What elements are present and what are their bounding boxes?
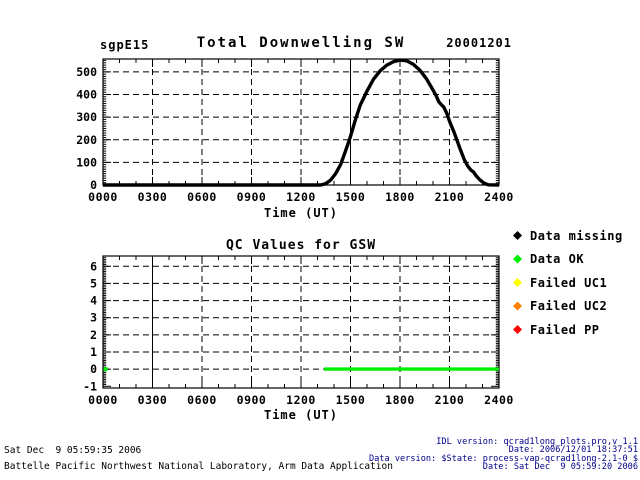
x-tick-label: 0300 — [138, 393, 168, 407]
x-tick-label: 0300 — [138, 190, 168, 204]
x-tick-label: 1200 — [286, 393, 316, 407]
footer-version-line: IDL version: qcrad1long_plots.pro,v 1.1 — [436, 437, 638, 447]
x-tick-label: 0000 — [88, 393, 118, 407]
qc-legend: Data missing Data OK Failed UC1 Failed UC2 F… — [513, 228, 638, 348]
site-label: sgpE15 — [100, 38, 150, 52]
footer-version-line: Data version: $State: process-vap-qcrad1… — [368, 453, 638, 464]
x-tick-label: 2100 — [435, 393, 465, 407]
y-tick-label: -1 — [83, 379, 97, 393]
y-tick-label: 400 — [76, 88, 97, 102]
x-tick-label: 0900 — [237, 190, 267, 204]
legend-item-label: Data OK — [530, 252, 585, 266]
x-tick-label: 2400 — [484, 190, 514, 204]
x-tick-label: 0900 — [237, 393, 267, 407]
legend-item: Failed UC2 — [513, 299, 638, 313]
y-tick-label: 0 — [90, 362, 97, 376]
footer-timestamp: Sat Dec 9 05:59:35 2006 — [4, 445, 142, 456]
x-tick-label: 0000 — [88, 190, 118, 204]
x-tick-label: 1500 — [336, 393, 366, 407]
x-axis-title-top: Time (UT) — [263, 206, 339, 220]
total_downwelling_sw-line — [103, 58, 500, 187]
x-tick-label: 1200 — [286, 190, 316, 204]
x-tick-label: 2100 — [435, 190, 465, 204]
legend-item-label: Failed UC1 — [530, 275, 608, 290]
footer-version-info: IDL version: qcrad1long_plots.pro,v 1.1 D… — [368, 437, 638, 473]
sw-chart: 0000 0300 0600 0900 1200 1500 1800 2100 2400 0 100… — [76, 58, 514, 204]
legend-item-label: Failed PP — [530, 322, 600, 337]
legend-diamond-icon — [513, 301, 522, 311]
y-tick-label: 2 — [90, 328, 97, 342]
qc_data_ok_point-marker — [103, 367, 108, 372]
legend-item: Data OK — [513, 252, 638, 266]
y-tick-label: 1 — [90, 345, 97, 359]
legend-diamond-icon — [513, 254, 522, 264]
x-tick-label: 1800 — [385, 393, 415, 407]
x-tick-label: 1500 — [336, 190, 366, 204]
x-tick-label: 0600 — [187, 190, 217, 204]
legend-item: Data missing — [513, 228, 638, 243]
footer-version-line: Date: Sat Dec 9 05:59:20 2006 — [482, 462, 638, 473]
legend-diamond-icon — [513, 325, 522, 334]
legend-item: Failed PP — [513, 322, 638, 337]
y-tick-label: 300 — [76, 110, 97, 124]
main-plot-title: Total Downwelling SW — [196, 35, 406, 51]
y-tick-label: 200 — [76, 133, 97, 147]
y-tick-label: 0 — [90, 178, 97, 192]
x-axis-title-bottom: Time (UT) — [263, 408, 339, 422]
y-tick-label: 500 — [76, 65, 97, 79]
legend-diamond-icon — [513, 278, 522, 287]
date-label: 20001201 — [446, 36, 512, 50]
y-tick-label: 4 — [90, 294, 97, 308]
x-tick-label: 1800 — [385, 190, 415, 204]
y-tick-label: 100 — [76, 155, 97, 169]
legend-item: Failed UC1 — [513, 275, 638, 290]
legend-diamond-icon — [513, 231, 522, 240]
legend-item-label: Data missing — [530, 228, 623, 243]
qc-chart: 0000 0300 0600 0900 1200 1500 1800 2100 2400 -1 0 1… — [83, 255, 514, 407]
y-tick-label: 5 — [90, 276, 97, 290]
qc-plot-title: QC Values for GSW — [225, 238, 377, 253]
footer-organization: Battelle Pacific Northwest National Labo… — [4, 461, 393, 472]
x-tick-label: 0600 — [187, 393, 217, 407]
y-tick-label: 6 — [90, 259, 97, 273]
footer-version-line: Date: 2006/12/01 18:37:51 — [508, 445, 638, 456]
y-tick-label: 3 — [90, 311, 97, 325]
legend-item-label: Failed UC2 — [530, 299, 608, 313]
x-tick-label: 2400 — [484, 393, 514, 407]
